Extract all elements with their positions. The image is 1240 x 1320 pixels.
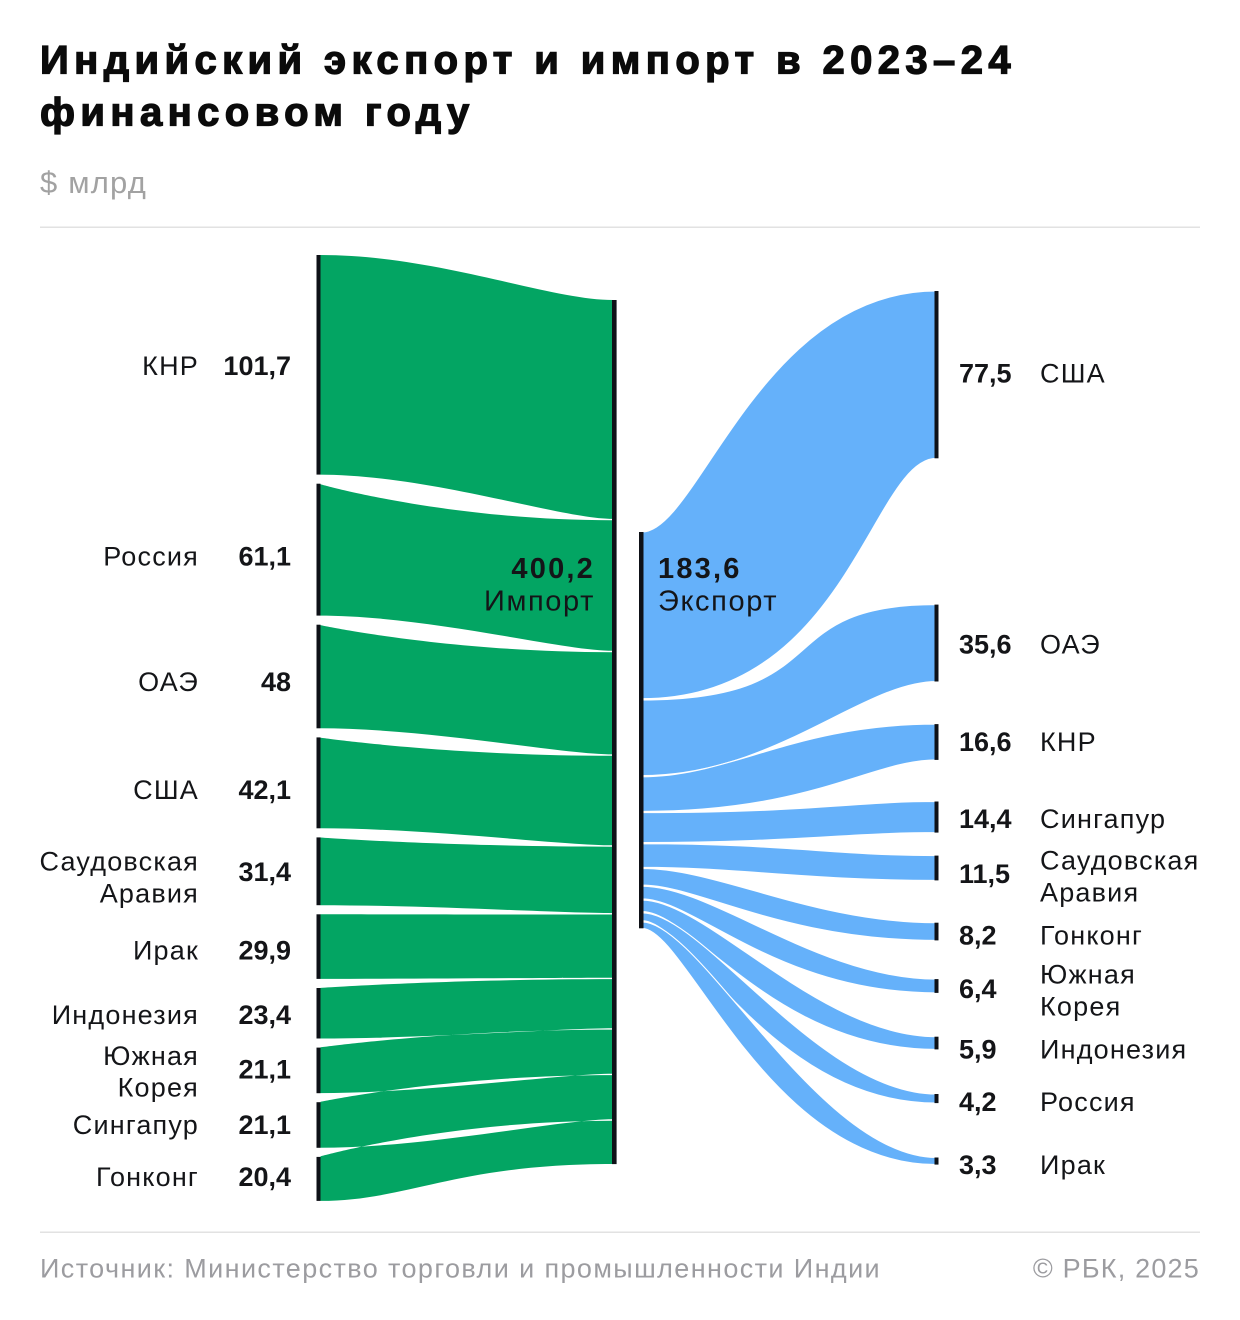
svg-text:48: 48 xyxy=(261,667,291,697)
svg-text:101,7: 101,7 xyxy=(223,351,291,381)
svg-text:31,4: 31,4 xyxy=(238,857,291,887)
svg-text:Россия: Россия xyxy=(1040,1087,1136,1117)
svg-text:Индонезия: Индонезия xyxy=(52,1000,199,1030)
svg-text:21,1: 21,1 xyxy=(238,1110,291,1140)
svg-text:Сингапур: Сингапур xyxy=(1040,804,1166,834)
svg-text:16,6: 16,6 xyxy=(959,727,1012,757)
svg-text:Россия: Россия xyxy=(103,541,199,571)
svg-text:Южная: Южная xyxy=(1040,960,1136,990)
svg-text:Аравия: Аравия xyxy=(1040,878,1139,908)
svg-text:Аравия: Аравия xyxy=(100,879,199,909)
svg-text:14,4: 14,4 xyxy=(959,804,1012,834)
svg-text:США: США xyxy=(133,775,199,805)
svg-text:финансовом году: финансовом году xyxy=(40,91,475,135)
svg-text:Гонконг: Гонконг xyxy=(1040,920,1143,950)
svg-text:Ирак: Ирак xyxy=(133,936,199,966)
svg-text:11,5: 11,5 xyxy=(959,859,1010,889)
svg-text:Корея: Корея xyxy=(1040,992,1121,1022)
svg-text:5,9: 5,9 xyxy=(959,1035,997,1065)
svg-text:4,2: 4,2 xyxy=(959,1087,997,1117)
svg-text:23,4: 23,4 xyxy=(238,1000,291,1030)
svg-text:Индийский экспорт и импорт в 2: Индийский экспорт и импорт в 2023–24 xyxy=(40,39,1016,83)
svg-text:61,1: 61,1 xyxy=(238,541,291,571)
svg-text:29,9: 29,9 xyxy=(238,936,291,966)
svg-text:Саудовская: Саудовская xyxy=(1040,845,1199,875)
svg-text:20,4: 20,4 xyxy=(238,1162,291,1192)
svg-text:Экспорт: Экспорт xyxy=(658,586,778,618)
svg-text:Южная: Южная xyxy=(103,1041,199,1071)
svg-text:77,5: 77,5 xyxy=(959,359,1012,389)
svg-text:Корея: Корея xyxy=(118,1073,199,1103)
svg-text:21,1: 21,1 xyxy=(238,1054,291,1084)
svg-text:$ млрд: $ млрд xyxy=(40,165,147,200)
svg-text:Гонконг: Гонконг xyxy=(96,1162,199,1192)
svg-text:3,3: 3,3 xyxy=(959,1150,997,1180)
svg-text:Индонезия: Индонезия xyxy=(1040,1035,1187,1065)
svg-text:6,4: 6,4 xyxy=(959,974,997,1004)
svg-text:США: США xyxy=(1040,359,1106,389)
svg-text:Ирак: Ирак xyxy=(1040,1150,1106,1180)
svg-text:400,2: 400,2 xyxy=(511,553,595,585)
svg-text:ОАЭ: ОАЭ xyxy=(1040,630,1101,660)
svg-text:© РБК, 2025: © РБК, 2025 xyxy=(1033,1254,1200,1284)
svg-text:КНР: КНР xyxy=(142,351,199,381)
svg-text:КНР: КНР xyxy=(1040,727,1097,757)
svg-text:Источник: Министерство торговл: Источник: Министерство торговли и промыш… xyxy=(40,1254,881,1284)
svg-text:Сингапур: Сингапур xyxy=(73,1110,199,1140)
svg-text:42,1: 42,1 xyxy=(238,775,291,805)
svg-text:183,6: 183,6 xyxy=(658,553,742,585)
svg-text:35,6: 35,6 xyxy=(959,630,1012,660)
svg-text:Саудовская: Саудовская xyxy=(40,846,199,876)
svg-text:ОАЭ: ОАЭ xyxy=(138,667,199,697)
svg-text:Импорт: Импорт xyxy=(484,586,595,618)
svg-text:8,2: 8,2 xyxy=(959,920,997,950)
